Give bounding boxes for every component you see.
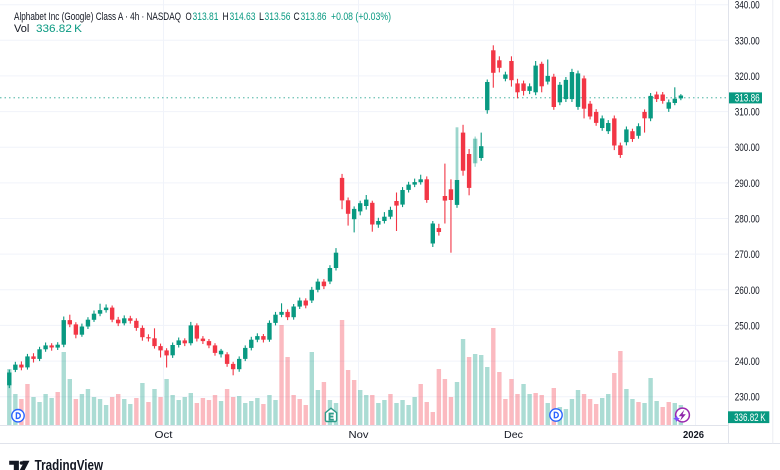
svg-text:+0.08 (+0.03%): +0.08 (+0.03%) xyxy=(331,11,391,23)
svg-text:Nov: Nov xyxy=(349,429,370,441)
svg-text:320.00: 320.00 xyxy=(735,71,760,83)
svg-text:Dec: Dec xyxy=(504,429,523,441)
svg-text:280.00: 280.00 xyxy=(735,214,760,226)
svg-text:250.00: 250.00 xyxy=(735,320,760,332)
svg-text:240.00: 240.00 xyxy=(735,356,760,368)
svg-text:313.56: 313.56 xyxy=(265,11,291,23)
svg-text:Alphabet Inc (Google) Class A: Alphabet Inc (Google) Class A · 4h · NAS… xyxy=(14,11,181,23)
svg-text:260.00: 260.00 xyxy=(735,285,760,297)
svg-text:300.00: 300.00 xyxy=(735,142,760,154)
svg-text:O: O xyxy=(186,11,193,23)
svg-text:2026: 2026 xyxy=(683,429,704,441)
svg-text:Vol: Vol xyxy=(14,23,29,35)
svg-text:330.00: 330.00 xyxy=(735,35,760,47)
svg-text:C: C xyxy=(294,11,300,23)
svg-text:313.86: 313.86 xyxy=(301,11,327,23)
svg-text:TradingView: TradingView xyxy=(35,458,104,470)
svg-text:270.00: 270.00 xyxy=(735,249,760,261)
svg-text:L: L xyxy=(259,11,264,23)
svg-text:Oct: Oct xyxy=(155,429,173,441)
svg-text:313.86: 313.86 xyxy=(735,92,760,104)
svg-text:340.00: 340.00 xyxy=(735,0,760,12)
svg-text:314.63: 314.63 xyxy=(230,11,256,23)
svg-text:230.00: 230.00 xyxy=(735,392,760,404)
svg-text:336.82 K: 336.82 K xyxy=(36,23,83,35)
svg-text:310.00: 310.00 xyxy=(735,107,760,119)
svg-text:290.00: 290.00 xyxy=(735,178,760,190)
svg-text:336.82 K: 336.82 K xyxy=(734,412,766,424)
svg-text:313.81: 313.81 xyxy=(193,11,219,23)
svg-text:H: H xyxy=(223,11,229,23)
